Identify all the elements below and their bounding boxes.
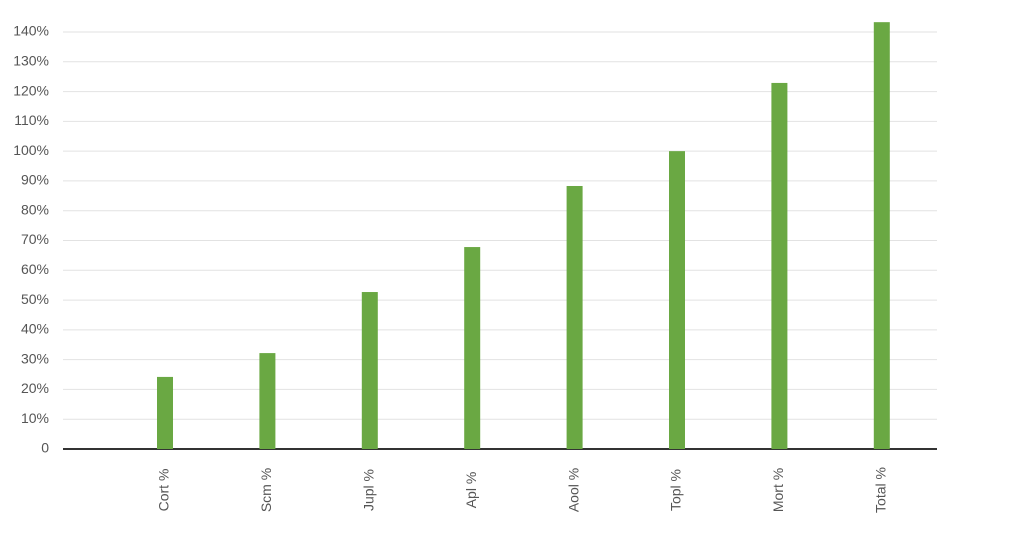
bar	[157, 376, 173, 449]
bar	[566, 185, 583, 450]
y-tick-label: 10%	[21, 410, 49, 426]
x-tick-label: Mort %	[770, 468, 786, 512]
x-tick-label: Topl %	[668, 469, 684, 511]
bar	[361, 292, 378, 449]
y-tick-label: 80%	[21, 201, 49, 217]
y-tick-label: 130%	[13, 52, 49, 68]
y-tick-label: 50%	[21, 291, 49, 307]
x-tick-label: Scm %	[258, 468, 274, 512]
y-tick-label: 110%	[14, 112, 49, 128]
y-tick-label: 60%	[21, 261, 49, 277]
y-tick-label: 30%	[21, 350, 49, 366]
y-tick-label: 40%	[21, 321, 49, 337]
y-tick-label: 0	[41, 440, 49, 456]
x-tick-label: Jupl %	[361, 469, 377, 511]
x-tick-label: Apl %	[463, 472, 479, 509]
bar	[669, 151, 685, 449]
x-tick-label: Aool %	[565, 468, 581, 512]
x-tick-label: Cort %	[156, 469, 172, 512]
bar	[873, 22, 890, 449]
y-tick-label: 140%	[13, 23, 49, 39]
y-tick-label: 100%	[13, 142, 49, 158]
bar	[771, 82, 788, 450]
bar	[259, 353, 276, 449]
bar	[464, 247, 481, 449]
y-tick-label: 70%	[21, 231, 49, 247]
y-tick-label: 90%	[21, 172, 49, 188]
y-tick-label: 20%	[21, 380, 49, 396]
x-tick-label: Total %	[873, 467, 889, 513]
y-tick-label: 120%	[13, 82, 49, 98]
